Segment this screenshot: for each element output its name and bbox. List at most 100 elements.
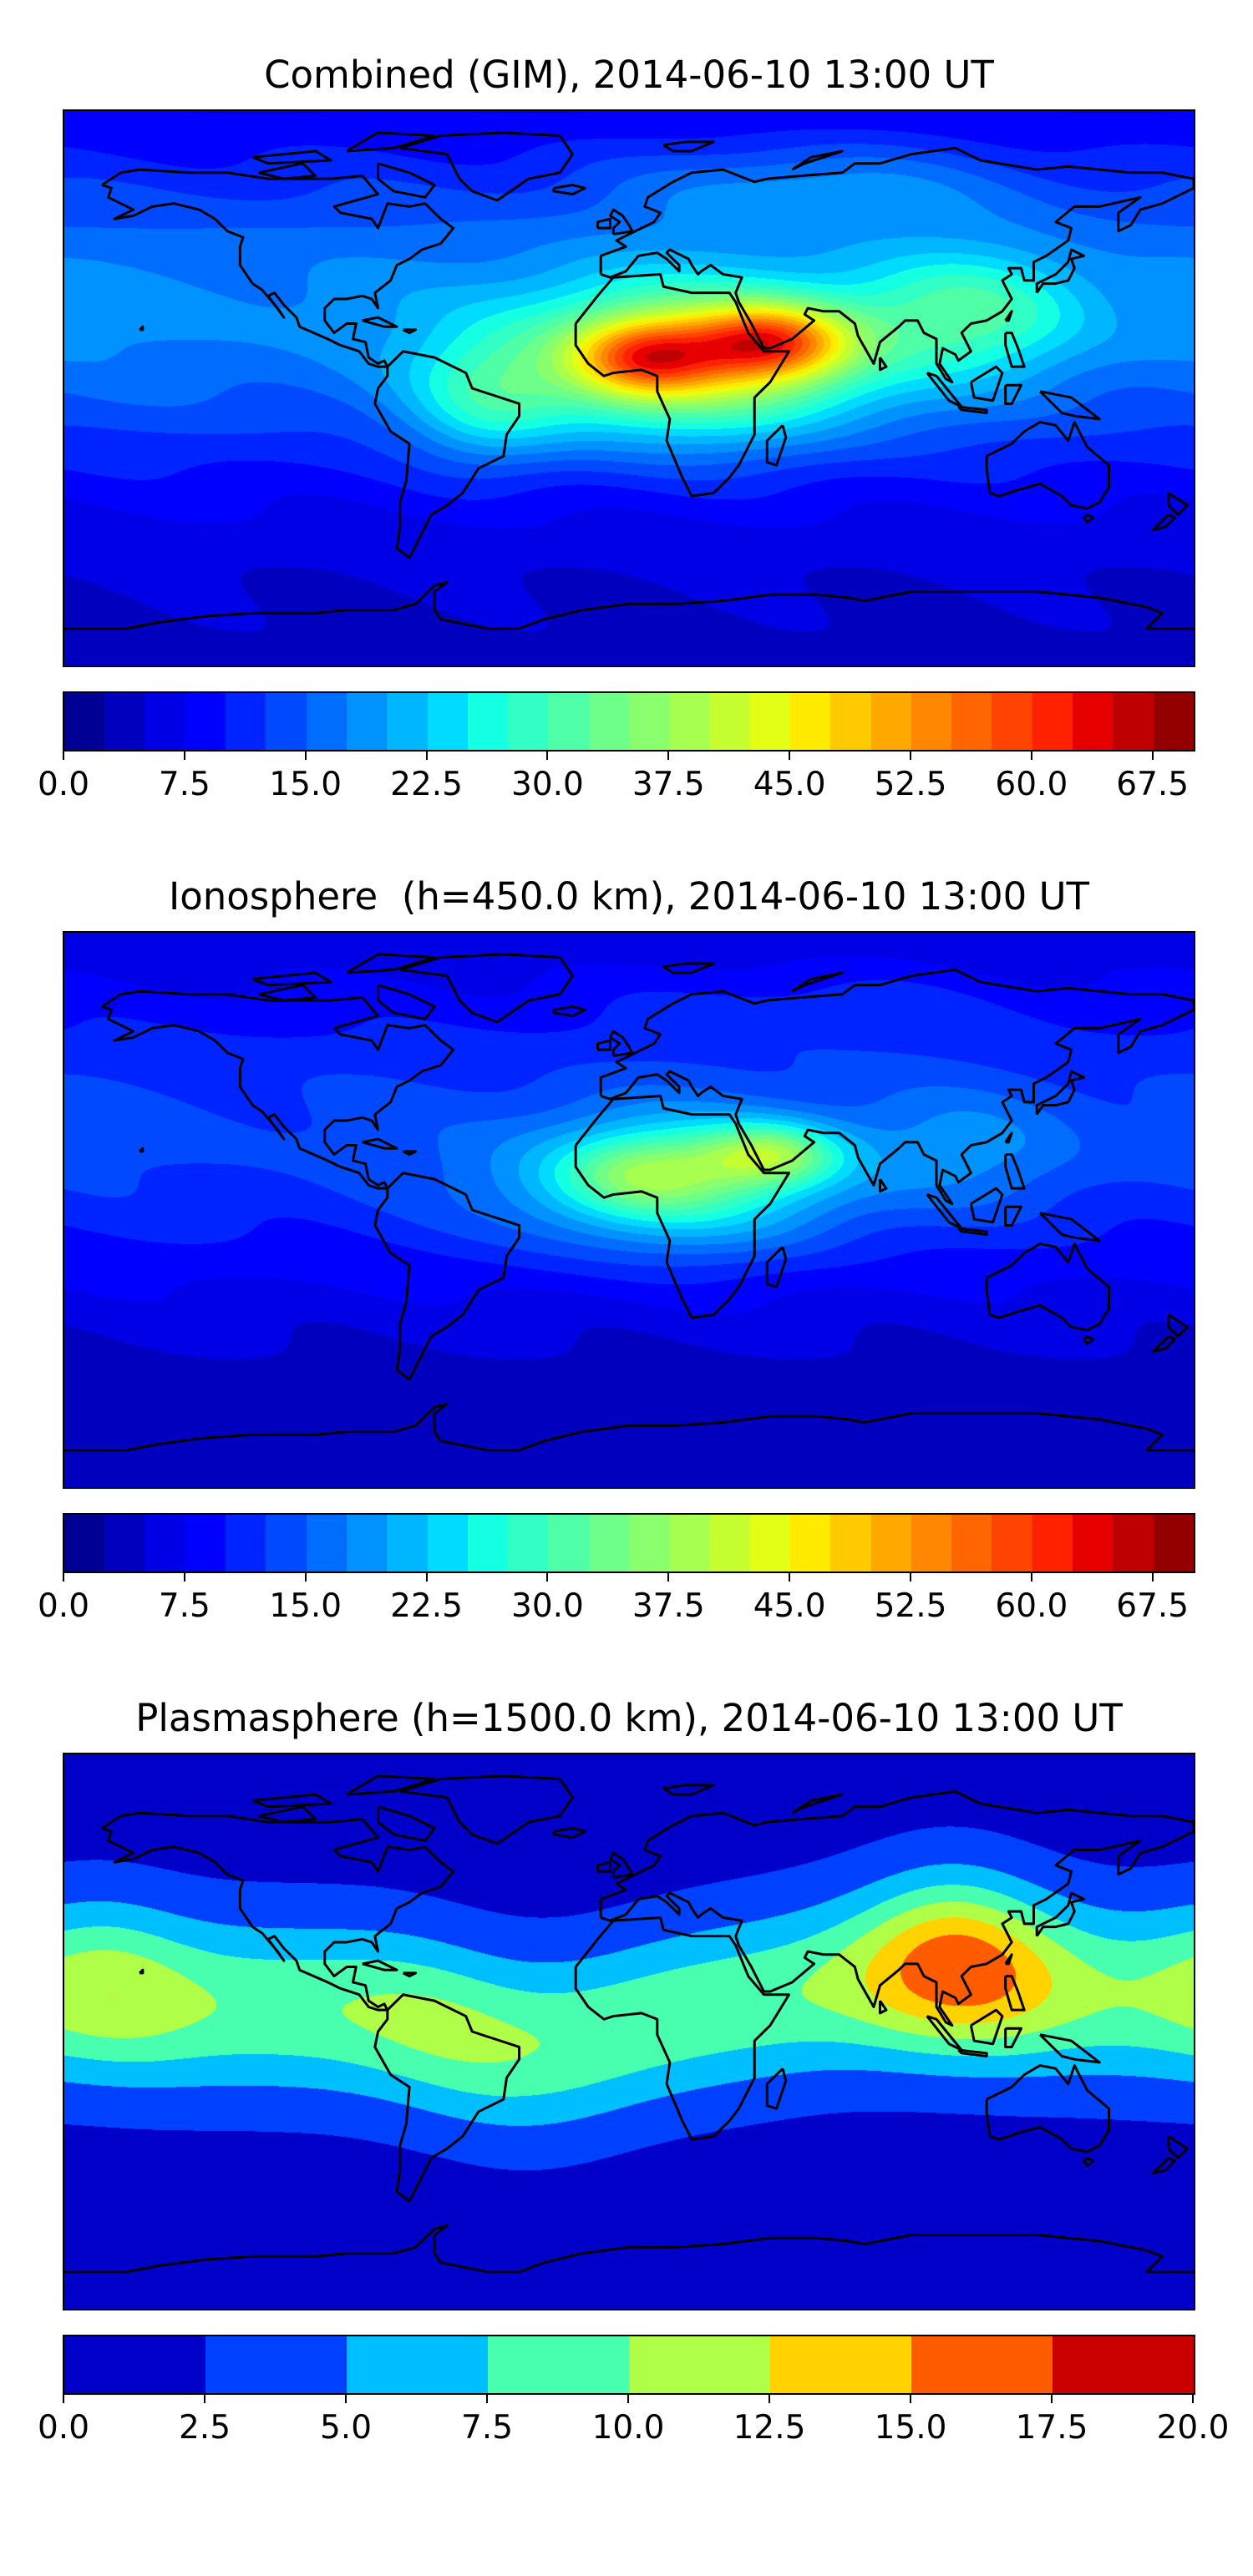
colorbar-tick-label: 0.0 [37, 766, 90, 803]
coastline [958, 2050, 987, 2056]
coastline [403, 1151, 416, 1155]
coastline [400, 954, 573, 1022]
colorbar-tick [1051, 2393, 1053, 2403]
coastline [1006, 2028, 1022, 2047]
coastline [601, 969, 1194, 1203]
coastline [554, 1829, 586, 1838]
coastline [597, 1040, 610, 1050]
colorbar-level [1032, 1515, 1073, 1571]
coastline [102, 170, 454, 367]
colorbar-level [64, 1515, 105, 1571]
colorbar-level [992, 693, 1032, 750]
colorbar-level [830, 693, 871, 750]
coastline [1040, 1213, 1099, 1241]
coastline [554, 185, 586, 195]
coastline [1169, 2136, 1188, 2158]
colorbar-level [709, 1515, 750, 1571]
colorbar-tick [1030, 750, 1032, 760]
coastlines [64, 933, 1194, 1487]
colorbar-level [145, 693, 185, 750]
colorbar-level [1053, 2336, 1194, 2393]
colorbar-tick [1151, 750, 1154, 760]
coastline [1153, 514, 1174, 529]
colorbar-frame [63, 2335, 1195, 2395]
coastline [102, 1813, 454, 2010]
coastline [1169, 1314, 1188, 1336]
colorbar-frame [63, 691, 1195, 752]
colorbar-level [427, 693, 468, 750]
coastline [767, 1247, 786, 1287]
colorbar-level [226, 693, 266, 750]
colorbar-level [951, 1515, 992, 1571]
colorbar-level [266, 1515, 307, 1571]
colorbar-tick-label: 12.5 [733, 2409, 806, 2447]
colorbar: 0.0 7.5 15.0 22.5 30.0 37.5 45.0 52.5 60.0 67.5 [38, 1513, 1195, 1625]
map-frame [63, 109, 1195, 667]
coastline [378, 1807, 435, 1841]
colorbar-level [1113, 1515, 1154, 1571]
coastline [958, 1228, 987, 1234]
colorbar-tick-label: 52.5 [874, 766, 947, 803]
colorbar-tick-label: 5.0 [319, 2409, 373, 2447]
colorbar-tick-label: 30.0 [511, 1587, 584, 1625]
colorbar-tick-label: 15.0 [269, 1587, 342, 1625]
colorbar-tick [789, 750, 791, 760]
coastline [880, 357, 886, 370]
coastline [1006, 311, 1012, 321]
map-plot [63, 931, 1195, 1489]
colorbar-tick-label: 45.0 [753, 766, 826, 803]
coastline [601, 1791, 1194, 2025]
colorbar-tick [1030, 1571, 1032, 1582]
colorbar-level [830, 1515, 871, 1571]
coastline [597, 219, 610, 228]
coastline [597, 1862, 610, 1871]
coastline [554, 1007, 586, 1016]
coastline [378, 985, 435, 1020]
colorbar-level [628, 1515, 670, 1571]
coastline [400, 1776, 573, 1844]
coastline [663, 964, 713, 973]
colorbar-tick-label: 7.5 [158, 766, 211, 803]
colorbar-level [790, 1515, 831, 1571]
colorbar-level [749, 693, 791, 750]
colorbar-tick-label: 20.0 [1156, 2409, 1230, 2447]
colorbar-tick-label: 67.5 [1116, 1587, 1190, 1625]
coastline [378, 164, 435, 198]
coastline [140, 326, 143, 330]
colorbar-tick-label: 22.5 [390, 766, 463, 803]
colorbar-tick [667, 750, 670, 760]
colorbar-level [628, 693, 670, 750]
colorbar-tick [63, 1571, 64, 1582]
colorbar-tick-label: 37.5 [632, 1587, 705, 1625]
colorbar: 0.0 2.5 5.0 7.5 10.0 12.5 15.0 17.5 20.0 [38, 2335, 1229, 2447]
colorbar-tick-label: 10.0 [591, 2409, 665, 2447]
colorbar-tick [546, 750, 549, 760]
colorbar-level [427, 1515, 468, 1571]
colorbar-level [790, 693, 831, 750]
coastline [1006, 385, 1022, 403]
map-plot [63, 109, 1195, 667]
coastline [252, 151, 331, 164]
coastline [347, 954, 434, 973]
coastline [64, 582, 1194, 628]
coastline [403, 1973, 416, 1976]
colorbar-level [508, 1515, 549, 1571]
colorbar-tick-label: 0.0 [37, 1587, 90, 1625]
colorbar-level [588, 1515, 629, 1571]
chart-title: Ionosphere (h=450.0 km), 2014-06-10 13:0… [168, 874, 1090, 919]
colorbar-frame [63, 1513, 1195, 1573]
panel-ionosphere: Ionosphere (h=450.0 km), 2014-06-10 13:0… [0, 874, 1253, 1754]
colorbar-fill [64, 2336, 1194, 2393]
coastline [347, 133, 434, 151]
colorbar-level [145, 1515, 185, 1571]
colorbar-level [870, 693, 911, 750]
colorbar-level [709, 693, 750, 750]
coastline [880, 2001, 886, 2013]
map-plot [63, 1753, 1195, 2310]
colorbar-level [548, 1515, 589, 1571]
coastline [363, 1139, 397, 1148]
coastline [987, 2066, 1108, 2152]
coastline [792, 1794, 842, 1813]
colorbar-tick [304, 1571, 307, 1582]
colorbar-tick-label: 7.5 [460, 2409, 514, 2447]
